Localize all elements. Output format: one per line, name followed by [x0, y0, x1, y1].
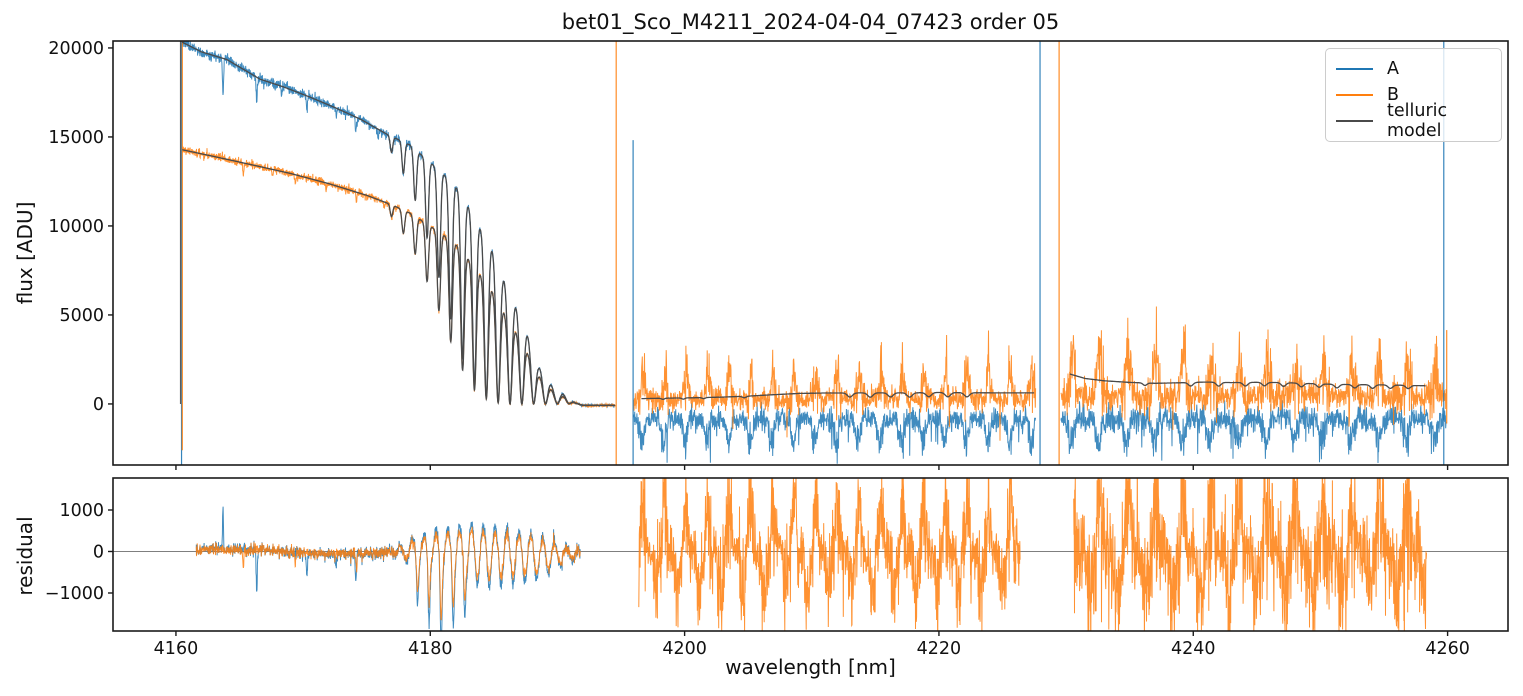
- legend-item-a: A: [1336, 57, 1491, 81]
- residual-A-seg1: [195, 506, 581, 631]
- residual-B-seg1: [195, 526, 581, 621]
- y-tick-label-residual: 0: [93, 542, 104, 562]
- telluric-model-seg3: [1069, 373, 1426, 390]
- legend-label: B: [1387, 85, 1400, 105]
- series-B-flux-seg1: [181, 146, 616, 409]
- y-tick-label-flux: 10000: [48, 217, 104, 237]
- legend-label: A: [1387, 59, 1399, 79]
- residual-B-seg3: [1073, 478, 1427, 631]
- y-tick-label-residual: −1000: [45, 584, 104, 604]
- x-axis-label: wavelength [nm]: [725, 655, 896, 679]
- series-A-flux-seg2: [633, 401, 1037, 464]
- telluric-model-seg2: [641, 391, 1035, 400]
- flux-panel-frame: [112, 40, 1509, 466]
- telluric-model-on-B: [182, 149, 616, 407]
- residual-B-seg2: [638, 478, 1021, 631]
- flux-panel-series: [179, 41, 1448, 465]
- legend-item-telluric-model: telluric model: [1336, 101, 1491, 141]
- legend-label: telluric model: [1387, 101, 1448, 141]
- legend-line-sample: [1336, 120, 1373, 122]
- series-B-flux-seg3: [1060, 306, 1447, 430]
- legend-line-sample: [1336, 68, 1373, 70]
- legend-item-b: B: [1336, 83, 1491, 107]
- residual-panel-frame: [112, 477, 1509, 632]
- series-A-flux-seg3: [1060, 399, 1447, 464]
- x-tick-label: 4200: [662, 639, 707, 659]
- x-tick-label: 4160: [154, 639, 199, 659]
- series-A-flux-seg1: [181, 41, 616, 409]
- x-tick-label: 4180: [408, 639, 453, 659]
- x-tick-label: 4260: [1425, 639, 1470, 659]
- top-ylabel: flux [ADU]: [13, 201, 37, 305]
- y-tick-label-flux: 0: [93, 395, 104, 415]
- x-tick-label: 4220: [917, 639, 962, 659]
- residual-panel-series: [113, 478, 1508, 631]
- y-tick-label-residual: 1000: [59, 501, 104, 521]
- telluric-model-on-A: [181, 41, 616, 407]
- legend-line-sample: [1336, 94, 1373, 96]
- x-tick-label: 4240: [1171, 639, 1216, 659]
- y-tick-label-flux: 20000: [48, 39, 104, 59]
- plot-title: bet01_Sco_M4211_2024-04-04_07423 order 0…: [561, 10, 1060, 34]
- bottom-ylabel: residual: [13, 516, 37, 596]
- y-tick-label-flux: 5000: [59, 306, 104, 326]
- series-B-flux-seg2: [633, 330, 1037, 441]
- y-tick-label-flux: 15000: [48, 128, 104, 148]
